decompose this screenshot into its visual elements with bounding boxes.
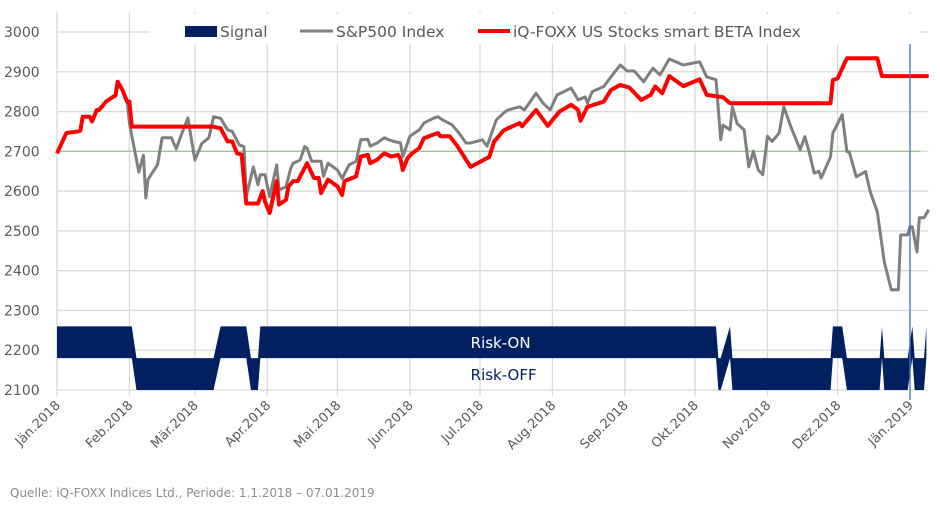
x-tick-label: Jän.2018 <box>12 398 64 450</box>
y-tick-label: 2300 <box>4 303 40 319</box>
x-tick-label: Nov.2018 <box>720 398 774 452</box>
signal-band <box>57 326 927 390</box>
y-tick-label: 2500 <box>4 224 40 240</box>
x-tick-label: Jun.2018 <box>365 398 417 450</box>
x-tick-label: Mai.2018 <box>291 398 344 451</box>
legend: Signal S&P500 Index iQ-FOXX US Stocks smar… <box>150 14 920 44</box>
legend-label-signal: Signal <box>220 23 268 41</box>
signal-area: Risk-ON Risk-OFF <box>57 326 927 390</box>
y-tick-label: 2700 <box>4 144 40 160</box>
source-note: Quelle: iQ-FOXX Indices Ltd., Periode: 1… <box>10 486 375 500</box>
x-tick-label: Jän.2019 <box>865 398 917 450</box>
y-axis-ticks: 3000 2900 2800 2700 2600 2500 2400 2300 2200 2100 <box>4 25 40 399</box>
y-tick-label: 2600 <box>4 184 40 200</box>
y-tick-label: 2900 <box>4 65 40 81</box>
y-tick-label: 3000 <box>4 25 40 41</box>
y-tick-label: 2200 <box>4 343 40 359</box>
x-tick-label: Apr.2018 <box>222 398 274 450</box>
y-tick-label: 2100 <box>4 383 40 399</box>
x-axis-ticks: Jän.2018 Feb.2018 Mär.2018 Apr.2018 Mai.2018… <box>12 398 917 453</box>
x-tick-label: Okt.2018 <box>649 398 702 451</box>
iqfoxx-line <box>55 56 929 215</box>
x-tick-label: Aug.2018 <box>504 398 559 453</box>
y-tick-label: 2400 <box>4 264 40 280</box>
risk-on-label: Risk-ON <box>471 334 531 352</box>
x-tick-label: Mär.2018 <box>148 398 201 451</box>
legend-background <box>150 14 920 44</box>
legend-swatch-signal <box>185 26 217 37</box>
legend-label-iqfoxx: iQ-FOXX US Stocks smart BETA Index <box>513 23 801 41</box>
x-tick-label: Sep.2018 <box>577 398 631 452</box>
x-tick-label: Dez.2018 <box>790 398 844 452</box>
legend-label-sp500: S&P500 Index <box>336 23 444 41</box>
x-tick-label: Jul.2018 <box>438 398 487 447</box>
y-tick-label: 2800 <box>4 105 40 121</box>
risk-off-label: Risk-OFF <box>471 366 537 384</box>
x-tick-label: Feb.2018 <box>83 398 136 451</box>
sp500-line <box>55 57 930 292</box>
series-lines <box>55 14 930 400</box>
